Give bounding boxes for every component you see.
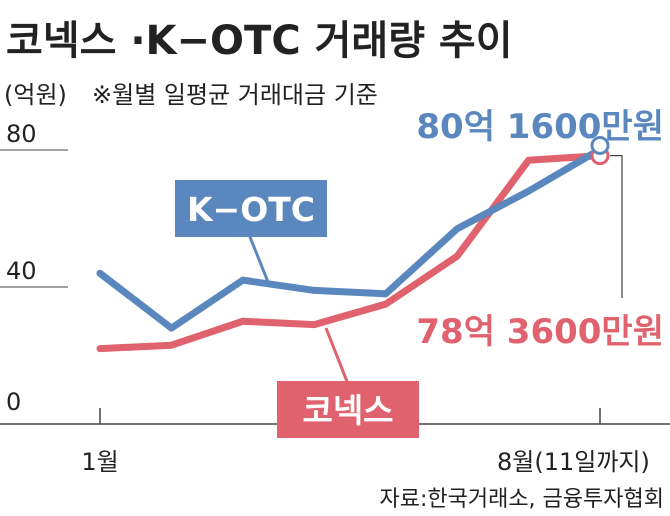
legend-box-konex [277, 381, 419, 438]
series-layer: 80억 1600만원 78억 3600만원 K−OTC 코넥스 [96, 107, 664, 438]
legend-label-konex: 코넥스 [302, 391, 393, 430]
legend-box-kotc [175, 180, 327, 237]
y-tick-label: 0 [6, 388, 21, 416]
series-line-kotc [96, 145, 604, 332]
legend-pointer-konex [324, 327, 350, 385]
unit-label: (억원) [4, 81, 67, 109]
leader-line [610, 155, 623, 298]
y-tick-label: 80 [6, 120, 37, 148]
x-tick-label: 1월 [81, 448, 118, 476]
legend-label-kotc: K−OTC [187, 190, 315, 229]
source-text: 자료:한국거래소, 금융투자협회 [379, 487, 664, 512]
axis-layer: 0 40 80 1월 8월(11일까지) [0, 120, 670, 476]
end-label-konex: 78억 3600만원 [416, 312, 664, 352]
x-tick-label: 8월(11일까지) [497, 448, 650, 476]
end-point-kotc [590, 135, 610, 155]
series-line-konex [96, 152, 604, 353]
legend-pointer-kotc [246, 231, 270, 283]
chart-title: 코넥스 ·K−OTC 거래량 추이 [6, 18, 513, 64]
y-tick-label: 40 [6, 257, 37, 285]
end-label-kotc: 80억 1600만원 [416, 107, 664, 147]
note-text: ※월별 일평균 거래대금 기준 [92, 81, 378, 109]
